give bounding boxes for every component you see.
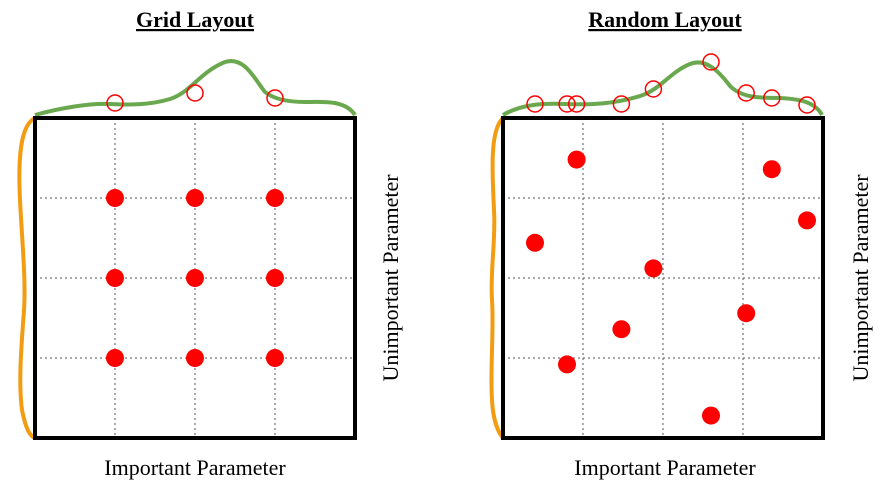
side-marginal-curve (17, 116, 37, 440)
sample-point (266, 269, 284, 287)
marginal-marker (266, 89, 284, 107)
sample-point (266, 189, 284, 207)
sample-point (266, 349, 284, 367)
marginal-marker (798, 96, 816, 114)
panel-grid-title: Grid Layout (136, 7, 255, 32)
sample-point (106, 349, 124, 367)
marginal-marker (186, 84, 204, 102)
marginal-marker (558, 95, 576, 113)
plot-frame (33, 116, 357, 440)
x-axis-label: Important Parameter (104, 455, 286, 480)
panel-random-title: Random Layout (588, 7, 742, 32)
sample-point (762, 160, 781, 179)
marginal-marker (612, 95, 631, 113)
sample-point (526, 233, 544, 252)
sample-point (186, 189, 204, 207)
sample-point (186, 349, 204, 367)
marginal-marker (763, 89, 781, 107)
marginal-marker (644, 80, 663, 98)
sample-point (186, 269, 204, 287)
top-marginal-curve (34, 59, 357, 117)
plot-frame (501, 116, 825, 440)
sample-point (702, 406, 720, 425)
marginal-marker (106, 94, 124, 112)
marginal-marker (567, 95, 586, 113)
marginal-marker (737, 84, 755, 102)
y-axis-label: Unimportant Parameter (848, 174, 873, 382)
marginal-marker (526, 95, 544, 113)
side-marginal-curve (489, 116, 505, 440)
marginal-marker (702, 53, 720, 71)
panel-grid: Grid Layout Important Parameter Unimport… (17, 7, 403, 480)
sample-point (106, 269, 124, 287)
sample-points (106, 189, 284, 367)
top-marginal-curve (501, 60, 824, 117)
y-axis-label: Unimportant Parameter (378, 174, 403, 382)
sample-point (798, 211, 816, 230)
sample-point (612, 320, 631, 339)
marginal-markers (526, 53, 816, 114)
sample-point (737, 304, 756, 323)
panel-random: Random Layout Important Parameter Unimpo… (489, 7, 873, 480)
sample-point (558, 355, 576, 374)
grid-lines (503, 118, 823, 438)
sample-point (106, 189, 124, 207)
sample-point (644, 259, 663, 278)
marginal-markers (106, 84, 284, 112)
sample-point (567, 150, 586, 169)
x-axis-label: Important Parameter (574, 455, 756, 480)
sample-points (526, 150, 816, 425)
